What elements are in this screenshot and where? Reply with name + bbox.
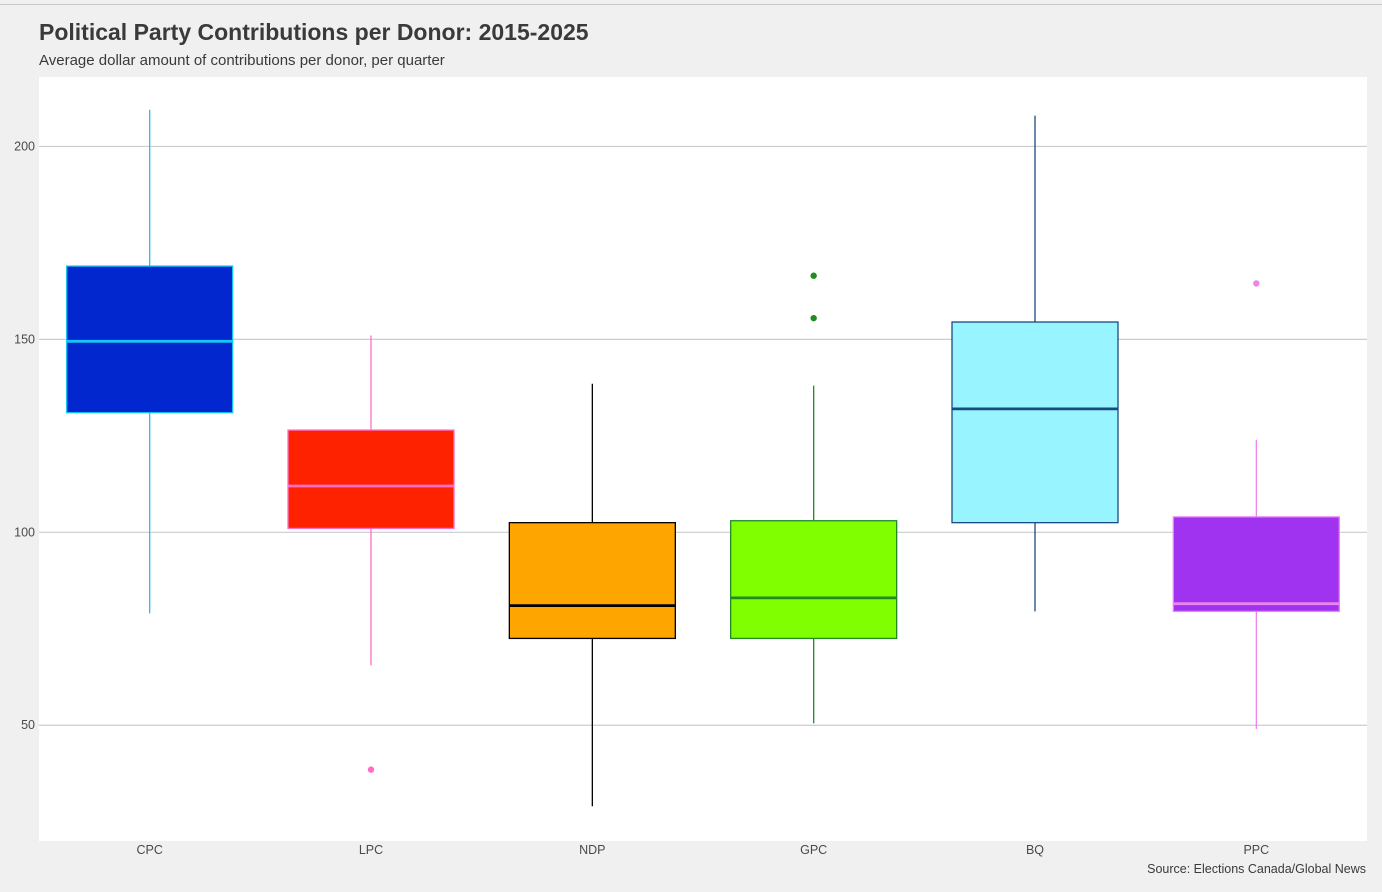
y-tick-label: 150: [14, 332, 35, 346]
iqr-box-ppc: [1172, 516, 1340, 613]
box-lpc: [287, 335, 455, 773]
iqr-box-cpc: [66, 265, 234, 414]
y-tick-label: 50: [21, 718, 35, 732]
x-tick-label-ppc: PPC: [1243, 843, 1269, 857]
top-rule: [0, 4, 1382, 5]
outlier-point-lpc: [367, 766, 375, 773]
iqr-box-bq: [951, 321, 1119, 524]
chart-title: Political Party Contributions per Donor:…: [39, 19, 589, 45]
y-tick-label: 100: [14, 525, 35, 539]
box-ndp: [508, 383, 676, 807]
y-axis: 50 100 150 200: [14, 139, 35, 732]
box-gpc: [730, 272, 898, 724]
plot-panel: [39, 77, 1367, 841]
y-tick-label: 200: [14, 139, 35, 153]
outlier-point-ppc: [1253, 280, 1260, 287]
chart-subtitle: Average dollar amount of contributions p…: [39, 52, 445, 69]
outlier-point-gpc: [810, 272, 817, 279]
x-tick-label-bq: BQ: [1026, 843, 1044, 857]
box-ppc: [1172, 280, 1340, 730]
x-tick-label-gpc: GPC: [800, 843, 827, 857]
x-tick-label-lpc: LPC: [359, 843, 383, 857]
iqr-box-lpc: [287, 429, 455, 530]
x-axis: CPC LPC NDP GPC BQ PPC: [136, 843, 1269, 857]
box-cpc: [66, 109, 234, 614]
iqr-box-ndp: [508, 522, 676, 640]
box-bq: [951, 115, 1119, 612]
gridlines: [39, 145, 1367, 726]
chart-caption: Source: Elections Canada/Global News: [1147, 862, 1366, 876]
x-tick-label-ndp: NDP: [579, 843, 605, 857]
box-series: [66, 109, 1340, 807]
iqr-box-gpc: [730, 520, 898, 640]
x-tick-label-cpc: CPC: [136, 843, 162, 857]
outlier-point-gpc: [810, 314, 817, 322]
